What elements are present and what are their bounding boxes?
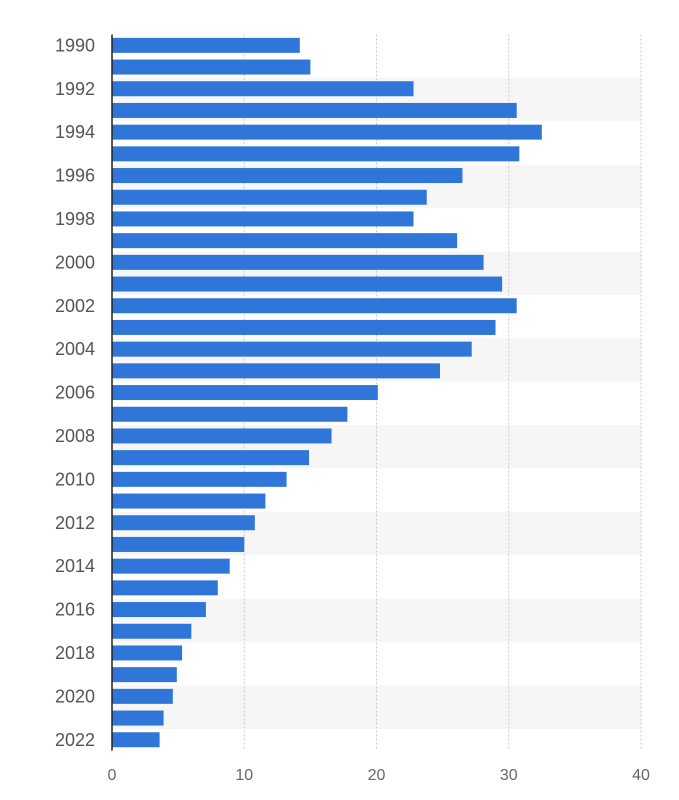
bar-1991 xyxy=(112,59,311,75)
bar-2009 xyxy=(112,450,310,466)
y-tick-label: 2016 xyxy=(55,600,95,620)
bar-2014 xyxy=(112,558,230,574)
bar-2006 xyxy=(112,385,378,401)
y-tick-label: 2000 xyxy=(55,252,95,272)
x-axis-labels: 0 10 20 30 40 xyxy=(108,767,650,784)
bar-2018 xyxy=(112,645,183,661)
x-tick-label: 20 xyxy=(368,767,386,784)
y-tick-label: 1998 xyxy=(55,209,95,229)
gridlines xyxy=(243,34,642,751)
y-tick-label: 2010 xyxy=(55,469,95,489)
y-tick-label: 2014 xyxy=(55,556,95,576)
bar-2000 xyxy=(112,254,484,270)
y-tick-label: 2022 xyxy=(55,730,95,750)
bar-2002 xyxy=(112,298,517,314)
bar-1994 xyxy=(112,124,542,140)
bar-2011 xyxy=(112,493,266,509)
bar-1998 xyxy=(112,211,414,227)
y-tick-label: 1996 xyxy=(55,166,95,186)
bar-1990 xyxy=(112,37,300,53)
bar-2013 xyxy=(112,536,245,552)
bar-1997 xyxy=(112,189,427,205)
x-tick-label: 10 xyxy=(235,767,253,784)
bar-2012 xyxy=(112,515,255,531)
y-axis-labels: 1990 1992 1994 1996 1998 2000 2002 2004 2006 2008… xyxy=(55,35,95,749)
bar-2004 xyxy=(112,341,472,357)
bar-2008 xyxy=(112,428,332,444)
bar-2003 xyxy=(112,319,496,335)
y-tick-label: 2006 xyxy=(55,383,95,403)
x-tick-label: 0 xyxy=(108,767,117,784)
bar-2001 xyxy=(112,276,503,292)
y-tick-label: 2008 xyxy=(55,426,95,446)
bars xyxy=(112,37,542,748)
y-tick-label: 1990 xyxy=(55,35,95,55)
bar-2005 xyxy=(112,363,440,379)
bar-1992 xyxy=(112,81,414,97)
x-tick-label: 40 xyxy=(632,767,650,784)
x-tick-label: 30 xyxy=(500,767,518,784)
bar-2019 xyxy=(112,667,177,683)
y-tick-label: 1992 xyxy=(55,79,95,99)
y-tick-label: 2018 xyxy=(55,643,95,663)
bar-2015 xyxy=(112,580,218,596)
bar-1999 xyxy=(112,233,458,249)
bar-1996 xyxy=(112,168,463,184)
bar-1995 xyxy=(112,146,520,162)
bar-2017 xyxy=(112,623,192,639)
y-tick-label: 2004 xyxy=(55,339,95,359)
y-tick-label: 1994 xyxy=(55,122,95,142)
bar-2010 xyxy=(112,471,287,487)
bar-2021 xyxy=(112,710,164,726)
bar-2007 xyxy=(112,406,348,422)
bar-2016 xyxy=(112,602,206,618)
y-tick-label: 2012 xyxy=(55,513,95,533)
bar-1993 xyxy=(112,102,517,118)
y-tick-label: 2002 xyxy=(55,296,95,316)
bar-2020 xyxy=(112,688,173,704)
y-tick-label: 2020 xyxy=(55,686,95,706)
bar-2022 xyxy=(112,732,160,748)
